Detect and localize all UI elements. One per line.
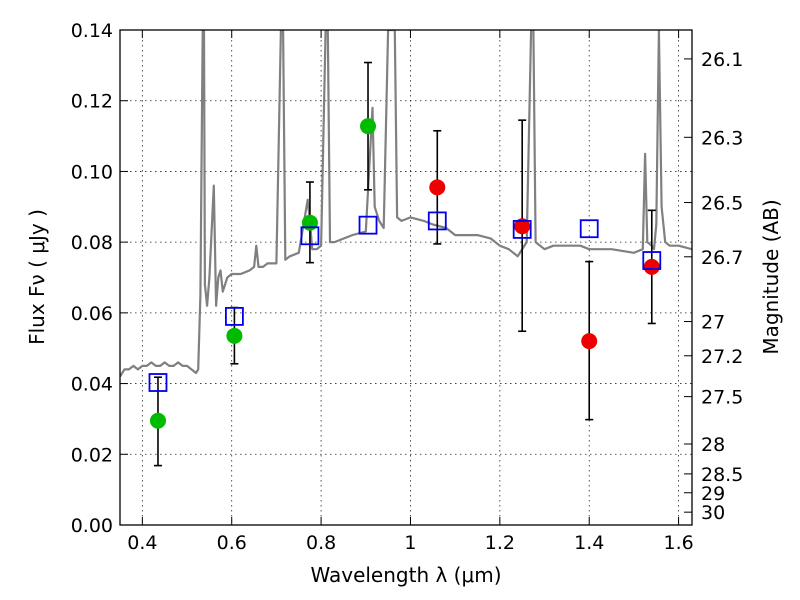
y-tick-label: 0.02 xyxy=(71,444,113,466)
mag-tick-label: 26.7 xyxy=(701,247,743,269)
y-tick-label: 0.04 xyxy=(71,374,113,396)
x-tick-label: 0.8 xyxy=(306,532,336,554)
plot-frame xyxy=(119,29,693,526)
error-bars xyxy=(153,61,656,467)
mag-tick-label: 27.2 xyxy=(701,346,743,368)
x-tick-label: 1.2 xyxy=(485,532,515,554)
plot-border xyxy=(119,29,693,526)
data-point-square xyxy=(224,306,244,326)
mag-tick-label: 28 xyxy=(701,434,725,456)
data-point-square xyxy=(579,219,599,239)
data-point-square xyxy=(358,215,378,235)
y-tick-label: 0.10 xyxy=(71,161,113,183)
mag-tick-label: 30 xyxy=(701,502,725,524)
y-axis-title: Flux Fν ( μJy ) xyxy=(25,209,49,345)
data-point xyxy=(514,218,531,235)
y-tick-label: 0.12 xyxy=(71,91,113,113)
x-tick-label: 0.6 xyxy=(217,532,247,554)
y-tick-label: 0.00 xyxy=(71,515,113,537)
y2-axis-title: Magnitude (AB) xyxy=(759,199,783,354)
y-tick-label: 0.08 xyxy=(71,232,113,254)
x-tick-label: 1 xyxy=(404,532,416,554)
data-point xyxy=(643,258,660,275)
data-point xyxy=(429,179,446,196)
data-point-square xyxy=(300,226,320,246)
mag-tick-label: 26.1 xyxy=(701,49,743,71)
mag-tick-label: 29 xyxy=(701,483,725,505)
mag-tick-label: 27.5 xyxy=(701,387,743,409)
data-point xyxy=(581,333,598,350)
x-tick-label: 1.6 xyxy=(663,532,693,554)
axis-ticks: 0.4 0.6 0.8 1 1.2 1.4 1.6 0.00 0.02 0.04 0.06 0.08 0… xyxy=(71,20,744,554)
data-point-square xyxy=(512,220,532,239)
model-spectrum xyxy=(120,30,692,378)
x-tick-label: 1.4 xyxy=(574,532,604,554)
y-tick-label: 0.06 xyxy=(71,303,113,325)
data-point xyxy=(149,412,166,429)
x-tick-label: 0.4 xyxy=(127,532,157,554)
data-point xyxy=(226,327,243,344)
data-markers xyxy=(148,118,662,429)
data-point-square xyxy=(148,373,168,392)
mag-tick-label: 26.5 xyxy=(701,193,743,215)
data-point-square xyxy=(642,251,662,270)
data-point-square xyxy=(427,211,447,231)
y-tick-label: 0.14 xyxy=(71,20,113,42)
mag-tick-label: 27 xyxy=(701,312,725,334)
mag-tick-label: 26.3 xyxy=(701,127,743,149)
mag-tick-label: 28.5 xyxy=(701,464,743,486)
data-point xyxy=(360,118,377,135)
x-axis-title: Wavelength λ (μm) xyxy=(310,563,501,587)
model-spectrum-line xyxy=(120,30,692,378)
